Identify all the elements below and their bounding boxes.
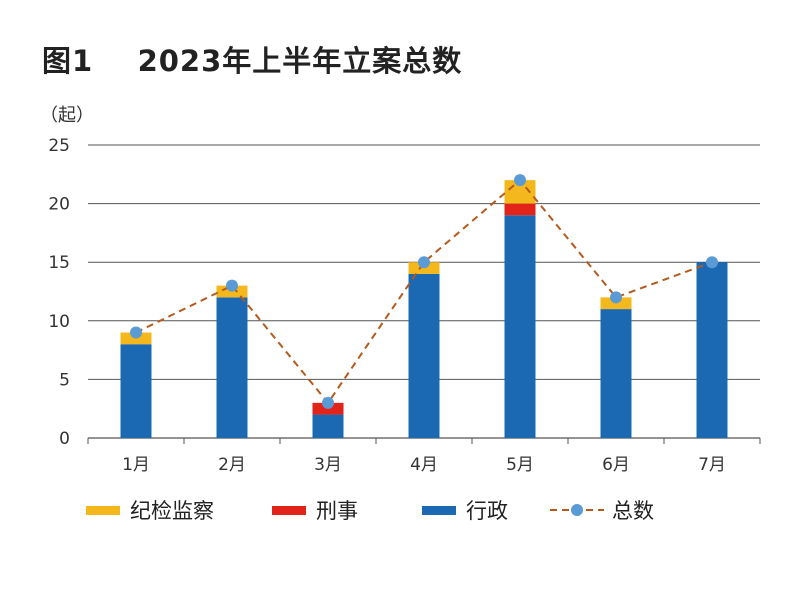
total-point	[610, 291, 622, 304]
y-tick-label: 20	[48, 195, 70, 215]
legend-swatch	[422, 506, 456, 515]
legend-marker	[571, 504, 583, 516]
bar-segment	[504, 215, 536, 438]
legend-label: 纪检监察	[130, 499, 214, 523]
bar-segment	[696, 262, 728, 438]
y-axis-label: （起）	[40, 105, 94, 126]
bar-segment	[216, 297, 248, 438]
total-point	[130, 326, 142, 339]
y-tick-label: 15	[48, 253, 70, 273]
x-tick-label: 7月	[698, 455, 726, 475]
legend-label: 刑事	[316, 499, 358, 523]
legend-label: 行政	[466, 499, 508, 523]
total-point	[514, 174, 526, 187]
bar-segment	[120, 344, 152, 438]
y-tick-label: 25	[48, 136, 70, 156]
total-point	[418, 256, 430, 269]
x-tick-label: 2月	[218, 455, 246, 475]
y-tick-label: 10	[48, 312, 70, 332]
bar-segment	[312, 414, 344, 438]
legend-label: 总数	[612, 499, 654, 523]
legend-swatch	[272, 506, 306, 515]
legend-swatch	[86, 506, 120, 515]
x-tick-label: 1月	[122, 455, 150, 475]
total-point	[706, 256, 718, 269]
x-tick-label: 5月	[506, 455, 534, 475]
y-tick-label: 0	[59, 429, 70, 449]
x-tick-label: 4月	[410, 455, 438, 475]
total-point	[226, 279, 238, 292]
chart-title: 图1 2023年上半年立案总数	[42, 38, 462, 80]
bar-segment	[600, 309, 632, 438]
y-tick-label: 5	[59, 370, 70, 390]
bar-segment	[408, 273, 440, 438]
bar-segment	[504, 203, 536, 216]
x-tick-label: 3月	[314, 455, 342, 475]
x-tick-label: 6月	[602, 455, 630, 475]
total-point	[322, 396, 334, 409]
figure-number: 图1	[42, 44, 94, 78]
title-text: 2023年上半年立案总数	[137, 44, 463, 78]
